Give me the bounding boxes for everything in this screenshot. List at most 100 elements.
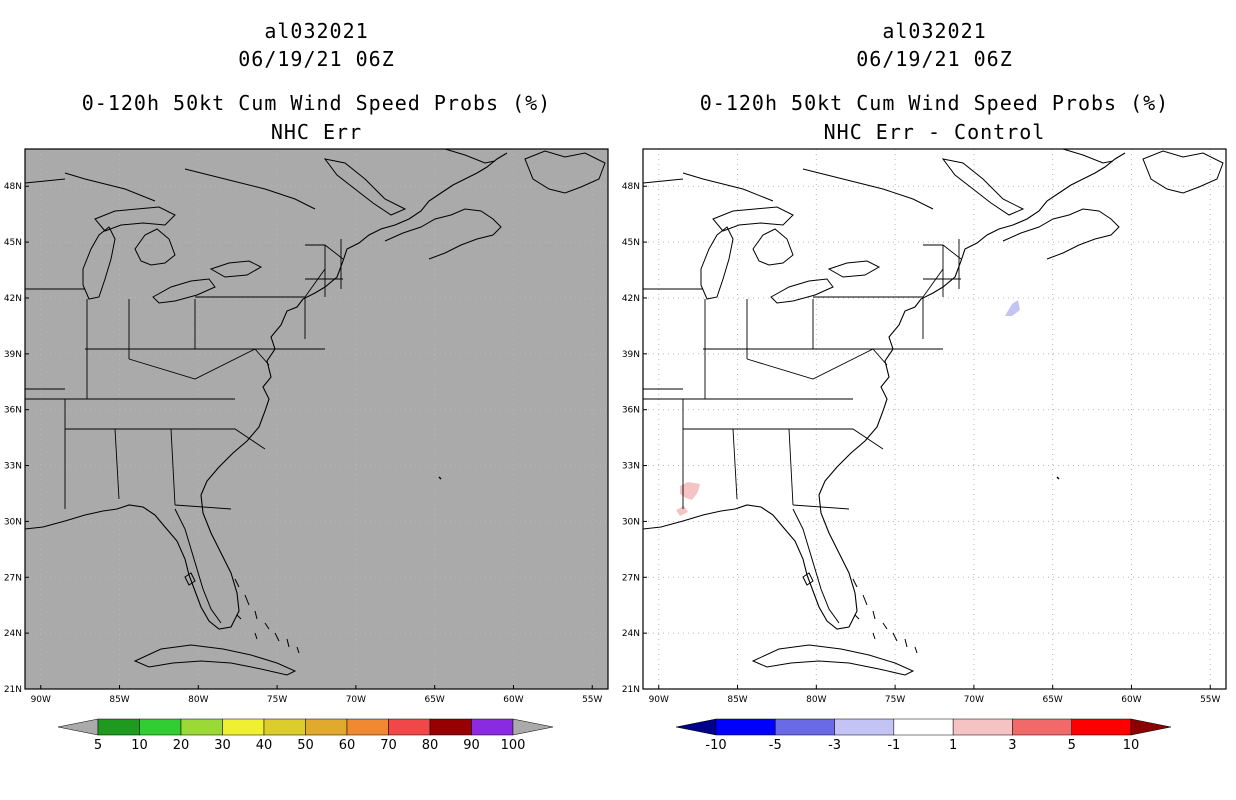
colorbar-label: 5: [94, 738, 102, 753]
lat-tick-label: 48N: [622, 182, 640, 192]
lat-tick-label: 33N: [622, 462, 640, 472]
right-lat-labels: 48N 45N 42N 39N 36N 33N 30N 27N 24N 21N: [622, 182, 647, 695]
colorbar-label: 60: [339, 738, 356, 753]
left-map-background: [25, 149, 608, 689]
colorbar-label: 3: [1008, 738, 1016, 753]
right-lon-labels: 90W 85W 80W 75W 70W 65W 60W 55W: [649, 685, 1221, 705]
left-lat-labels: 48N 45N 42N 39N 36N 33N 30N 27N 24N 21N: [4, 182, 29, 695]
left-storm-id: al032021: [264, 19, 369, 43]
colorbar-high-triangle: [1130, 718, 1172, 736]
left-datetime: 06/19/21 06Z: [238, 47, 395, 71]
colorbar-label: -3: [828, 738, 841, 753]
colorbar-label: 1: [949, 738, 957, 753]
colorbar-label: 70: [380, 738, 397, 753]
right-difference-shading: [676, 300, 1020, 516]
colorbar-segment: [222, 718, 265, 736]
colorbar-segment: [305, 718, 348, 736]
lat-tick-label: 33N: [4, 462, 22, 472]
colorbar-high-triangle: [512, 718, 554, 736]
lat-tick-label: 39N: [622, 350, 640, 360]
lon-tick-label: 70W: [964, 695, 984, 705]
right-map-grid: [643, 149, 1226, 689]
colorbar-segment: [263, 718, 306, 736]
colorbar-label: -5: [769, 738, 782, 753]
colorbar-low-triangle: [675, 718, 717, 736]
colorbar-segment: [893, 718, 954, 736]
left-colorbar: 5 10 20 30 40 50 60 70 80 90 100: [57, 718, 554, 753]
colorbar-segment: [471, 718, 514, 736]
colorbar-label: 10: [131, 738, 148, 753]
lat-tick-label: 39N: [4, 350, 22, 360]
colorbar-segment: [715, 718, 776, 736]
colorbar-segment: [139, 718, 182, 736]
left-map-grid: [25, 149, 608, 689]
colorbar-label: 30: [214, 738, 231, 753]
lat-tick-label: 30N: [4, 517, 22, 527]
left-map-frame: [24, 148, 609, 690]
colorbar-segment: [1012, 718, 1072, 736]
colorbar-segment: [97, 718, 140, 736]
colorbar-label: 50: [297, 738, 314, 753]
lat-tick-label: 45N: [622, 238, 640, 248]
lon-tick-label: 80W: [806, 695, 826, 705]
colorbar-label: 80: [422, 738, 439, 753]
colorbar-segment: [834, 718, 895, 736]
right-subtitle: NHC Err - Control: [823, 120, 1046, 144]
lon-tick-label: 80W: [188, 695, 208, 705]
colorbar-low-triangle: [57, 718, 99, 736]
colorbar-segment: [388, 718, 431, 736]
lon-tick-label: 55W: [582, 695, 602, 705]
right-datetime: 06/19/21 06Z: [856, 47, 1013, 71]
colorbar-label: 90: [463, 738, 480, 753]
lat-tick-label: 36N: [622, 406, 640, 416]
lat-tick-label: 27N: [4, 573, 22, 583]
right-map-background: [643, 149, 1226, 689]
colorbar-segment: [775, 718, 835, 736]
right-map-frame: [642, 148, 1227, 690]
lon-tick-label: 75W: [885, 695, 905, 705]
colorbar-label: 20: [173, 738, 190, 753]
colorbar-label: 40: [256, 738, 273, 753]
right-map: 48N 45N 42N 39N 36N 33N 30N 27N 24N 21N 90W 85W 80W…: [622, 148, 1227, 705]
right-colorbar: -10 -5 -3 -1 1 3 5 10: [675, 718, 1172, 753]
colorbar-segment: [429, 718, 472, 736]
lat-tick-label: 42N: [4, 294, 22, 304]
lon-tick-label: 85W: [727, 695, 747, 705]
lat-tick-label: 36N: [4, 406, 22, 416]
lon-tick-label: 65W: [424, 695, 444, 705]
positive-difference-area-small: [676, 506, 688, 516]
colorbar-label: 5: [1068, 738, 1076, 753]
left-lon-labels: 90W 85W 80W 75W 70W 65W 60W 55W: [31, 685, 603, 705]
left-map: 48N 45N 42N 39N 36N 33N 30N 27N 24N 21N 90W 85W 80W…: [4, 148, 609, 705]
lat-tick-label: 42N: [622, 294, 640, 304]
colorbar-segment: [346, 718, 389, 736]
colorbar-label: 100: [501, 738, 526, 753]
negative-difference-area: [1005, 300, 1020, 316]
lat-tick-label: 30N: [622, 517, 640, 527]
lon-tick-label: 70W: [346, 695, 366, 705]
lon-tick-label: 60W: [503, 695, 523, 705]
colorbar-label: -10: [705, 738, 726, 753]
left-product-title: 0-120h 50kt Cum Wind Speed Probs (%): [81, 91, 552, 115]
right-storm-id: al032021: [882, 19, 987, 43]
lat-tick-label: 21N: [4, 685, 22, 695]
lon-tick-label: 65W: [1042, 695, 1062, 705]
colorbar-label: -1: [887, 738, 900, 753]
colorbar-segment: [1071, 718, 1132, 736]
positive-difference-area: [680, 482, 700, 500]
colorbar-segment: [180, 718, 223, 736]
lat-tick-label: 27N: [622, 573, 640, 583]
lon-tick-label: 85W: [109, 695, 129, 705]
left-subtitle: NHC Err: [270, 120, 363, 144]
right-product-title: 0-120h 50kt Cum Wind Speed Probs (%): [699, 91, 1170, 115]
lon-tick-label: 90W: [31, 695, 51, 705]
lon-tick-label: 75W: [267, 695, 287, 705]
lat-tick-label: 45N: [4, 238, 22, 248]
lon-tick-label: 55W: [1200, 695, 1220, 705]
lon-tick-label: 90W: [649, 695, 669, 705]
lat-tick-label: 24N: [4, 629, 22, 639]
lat-tick-label: 48N: [4, 182, 22, 192]
colorbar-label: 10: [1123, 738, 1140, 753]
lat-tick-label: 24N: [622, 629, 640, 639]
